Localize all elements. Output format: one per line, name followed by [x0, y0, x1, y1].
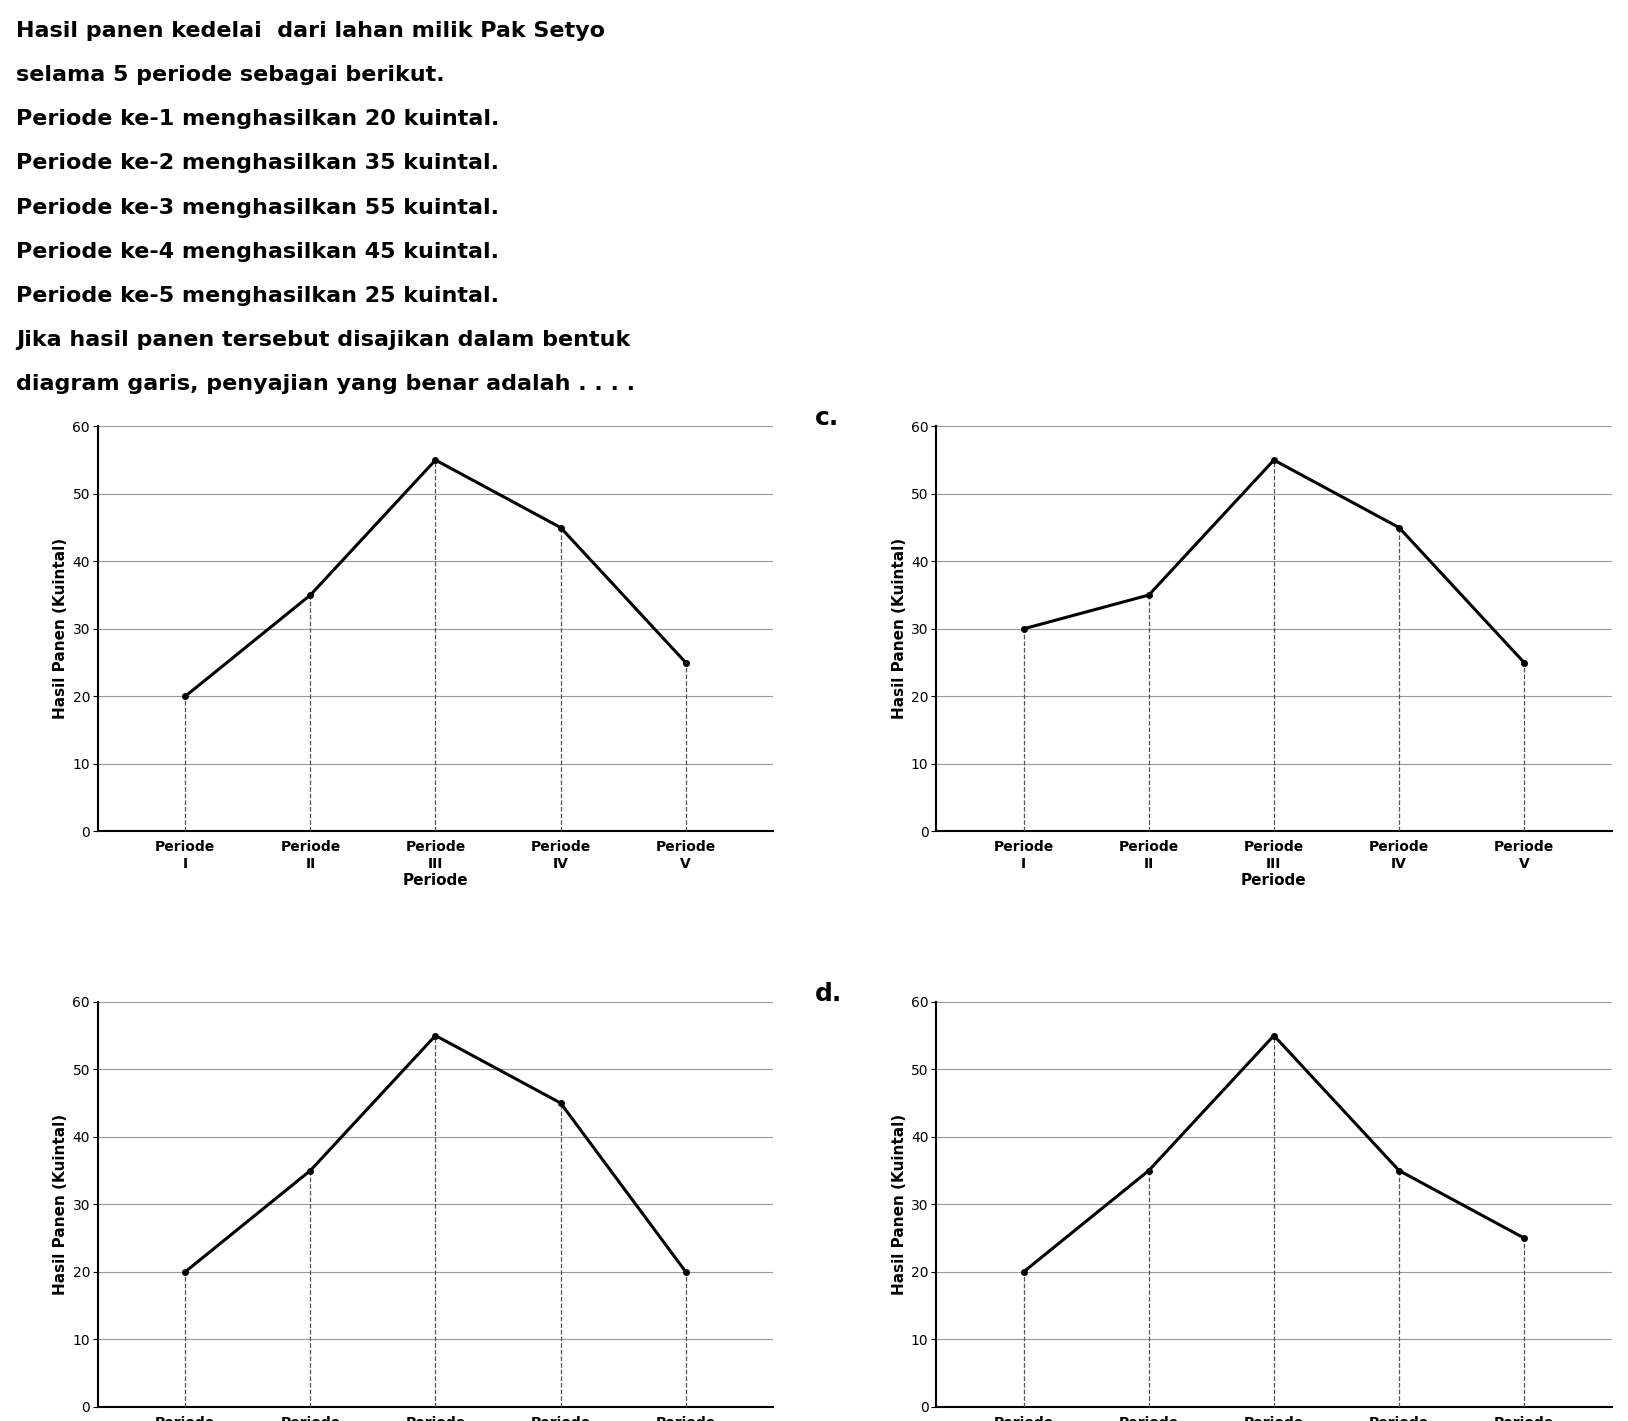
Y-axis label: Hasil Panen (Kuintal): Hasil Panen (Kuintal)	[892, 1114, 907, 1295]
Text: a.: a.	[0, 406, 3, 431]
Y-axis label: Hasil Panen (Kuintal): Hasil Panen (Kuintal)	[54, 539, 68, 719]
Text: c.: c.	[814, 406, 838, 431]
Text: Periode ke-1 menghasilkan 20 kuintal.: Periode ke-1 menghasilkan 20 kuintal.	[16, 109, 500, 129]
Text: Jika hasil panen tersebut disajikan dalam bentuk: Jika hasil panen tersebut disajikan dala…	[16, 330, 630, 350]
Text: Periode ke-5 menghasilkan 25 kuintal.: Periode ke-5 menghasilkan 25 kuintal.	[16, 286, 500, 306]
Text: Periode ke-3 menghasilkan 55 kuintal.: Periode ke-3 menghasilkan 55 kuintal.	[16, 198, 500, 217]
Y-axis label: Hasil Panen (Kuintal): Hasil Panen (Kuintal)	[892, 539, 907, 719]
Text: Hasil panen kedelai  dari lahan milik Pak Setyo: Hasil panen kedelai dari lahan milik Pak…	[16, 21, 606, 41]
Text: diagram garis, penyajian yang benar adalah . . . .: diagram garis, penyajian yang benar adal…	[16, 374, 635, 394]
Text: b.: b.	[0, 982, 3, 1006]
Text: d.: d.	[814, 982, 842, 1006]
Text: Periode ke-2 menghasilkan 35 kuintal.: Periode ke-2 menghasilkan 35 kuintal.	[16, 153, 500, 173]
Text: Periode ke-4 menghasilkan 45 kuintal.: Periode ke-4 menghasilkan 45 kuintal.	[16, 242, 500, 261]
X-axis label: Periode: Periode	[402, 874, 469, 888]
Text: selama 5 periode sebagai berikut.: selama 5 periode sebagai berikut.	[16, 65, 444, 85]
Y-axis label: Hasil Panen (Kuintal): Hasil Panen (Kuintal)	[54, 1114, 68, 1295]
X-axis label: Periode: Periode	[1241, 874, 1307, 888]
